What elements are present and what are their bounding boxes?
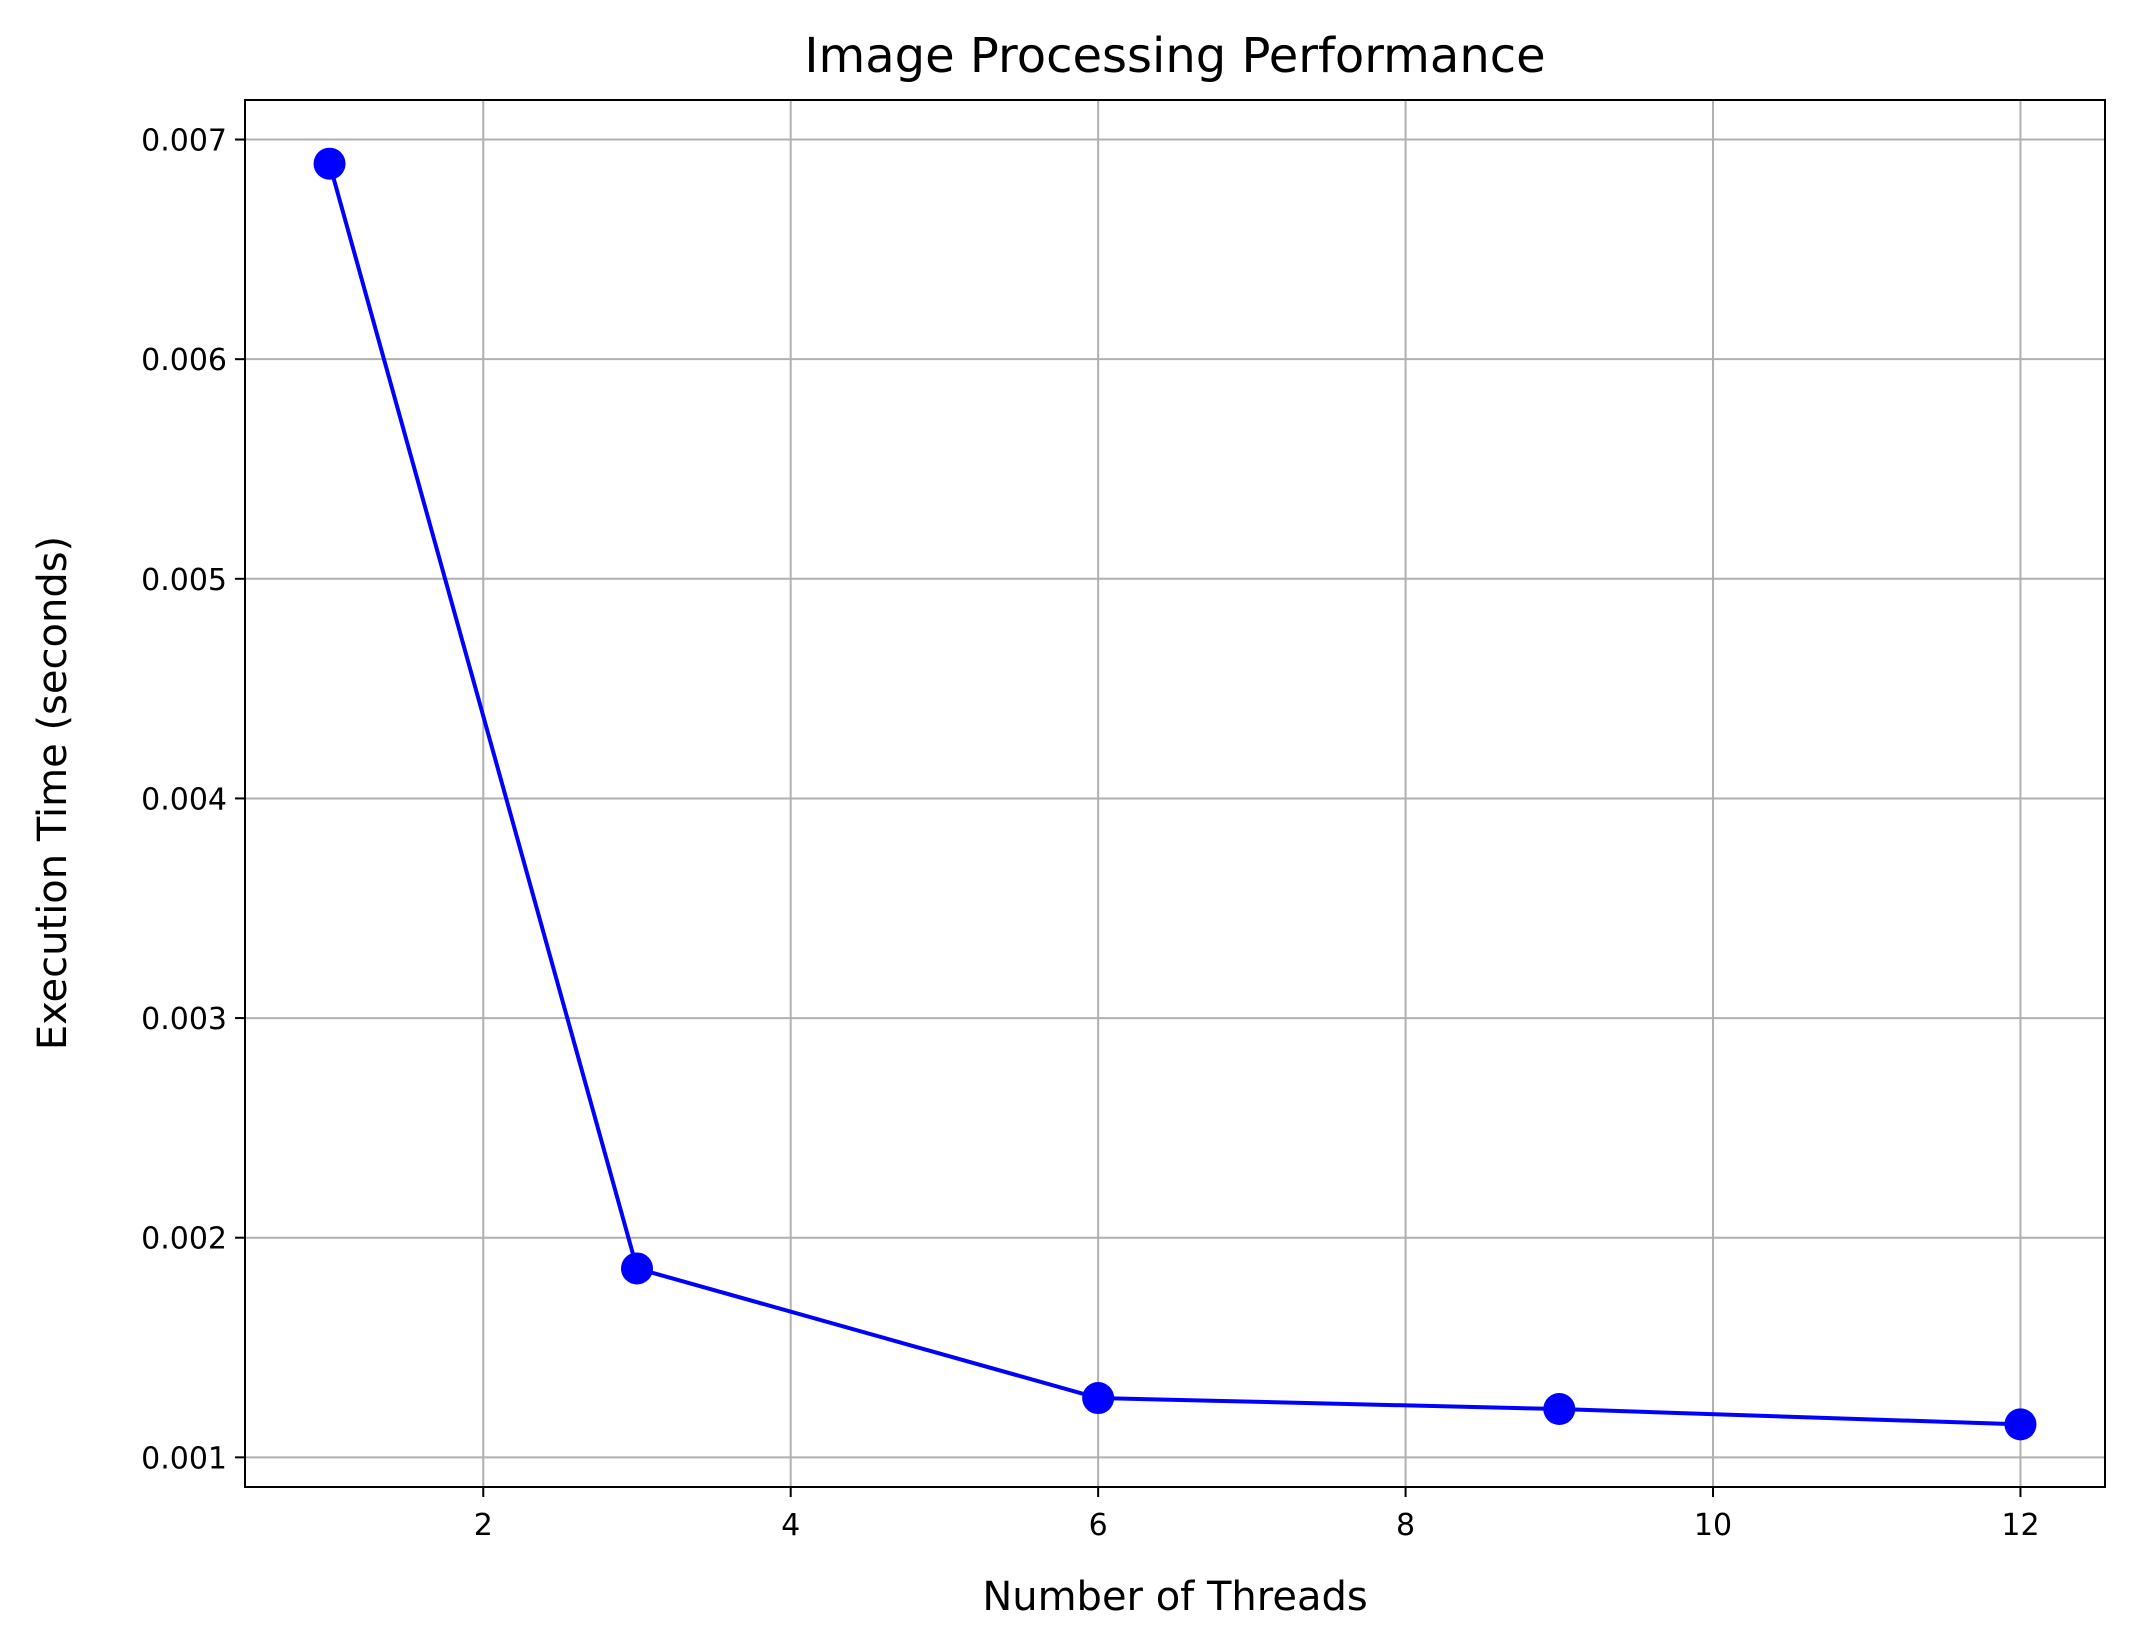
grid-layer (245, 100, 2105, 1487)
y-tick-label: 0.002 (141, 1222, 227, 1257)
x-tick-label: 12 (2001, 1508, 2039, 1543)
data-point (1543, 1393, 1576, 1426)
x-tick-label: 4 (781, 1508, 800, 1543)
x-tick-label: 2 (474, 1508, 493, 1543)
data-point (1082, 1382, 1115, 1415)
y-tick-label: 0.003 (141, 1002, 227, 1037)
x-axis-label: Number of Threads (982, 1574, 1367, 1620)
x-tick-label: 8 (1396, 1508, 1415, 1543)
ticks-layer: 2 4 6 8 10 12 0.001 0.002 0.003 0.004 0.005 0.006 0.… (141, 124, 2039, 1543)
chart-title: Image Processing Performance (804, 28, 1545, 84)
y-tick-label: 0.007 (141, 124, 227, 159)
data-point (620, 1252, 653, 1285)
y-tick-label: 0.006 (141, 343, 227, 378)
y-tick-label: 0.004 (141, 782, 227, 817)
y-axis-label: Execution Time (seconds) (30, 536, 76, 1050)
y-tick-label: 0.001 (141, 1441, 227, 1476)
series-line (327, 163, 2021, 1427)
data-point (313, 147, 346, 180)
plot-frame (244, 99, 2106, 1488)
x-tick-label: 10 (1694, 1508, 1732, 1543)
x-tick-label: 6 (1089, 1508, 1108, 1543)
data-point (2004, 1408, 2037, 1441)
y-tick-label: 0.005 (141, 563, 227, 598)
series-layer (313, 147, 2037, 1441)
